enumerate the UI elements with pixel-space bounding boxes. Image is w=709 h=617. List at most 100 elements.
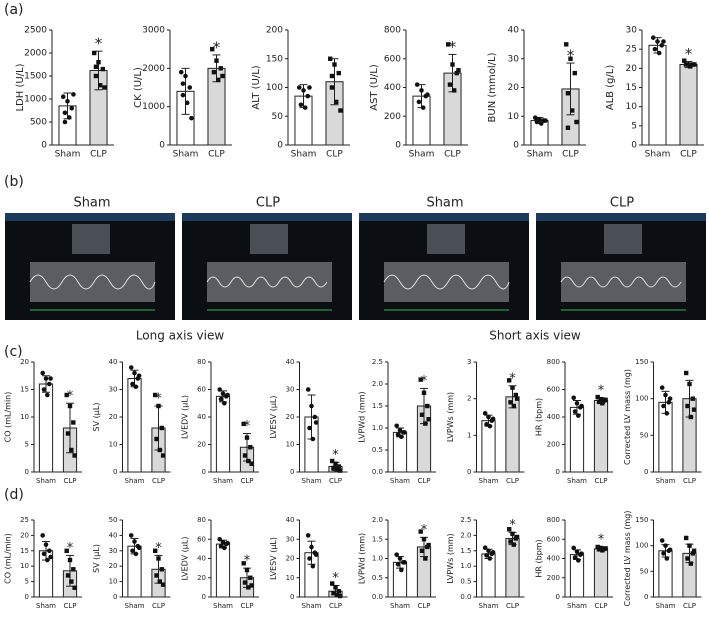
data-point [336,589,341,594]
y-axis-label: LVPWs (mm) [446,392,455,442]
x-tick-label: Sham [125,477,145,485]
data-point [160,453,166,458]
y-tick-label: 10 [286,441,295,449]
bar-chart: BUN (mmol/L) 0 10 20 30 40 Sham * CLP [487,26,586,160]
x-tick-label: CLP [417,477,430,485]
data-point [217,387,222,392]
data-point [210,46,215,52]
data-point [576,413,581,418]
y-tick-label: 50 [640,567,649,575]
data-point [423,421,428,426]
data-point [511,403,517,409]
data-point [667,547,673,553]
data-point [211,69,217,75]
data-point [490,416,496,422]
data-point [420,105,426,110]
y-tick-label: 100 [635,542,648,550]
echo-panels: Sham CLP Sham CLP [5,196,706,343]
y-tick-label: 5 [631,121,637,131]
data-point [482,545,488,551]
data-point [64,392,69,398]
data-point [329,73,335,79]
y-tick-label: 0.0 [372,468,383,476]
y-axis-label: LDH (U/L) [15,63,26,111]
data-point [337,468,343,473]
data-point [218,396,224,402]
data-point [511,542,517,547]
data-point [596,547,602,552]
y-tick-label: 600 [547,386,560,394]
y-tick-label: 0 [113,593,117,601]
bar [648,44,667,146]
y-tick-label: 3000 [142,26,165,36]
y-tick-label: 20 [197,441,206,449]
significance-marker: * [332,448,339,463]
data-point [154,573,159,578]
y-tick-label: 20 [286,555,295,563]
data-point [64,548,69,553]
data-point [659,43,665,48]
y-tick-label: 60 [197,386,206,394]
bar [38,383,54,473]
bar-chart: LVEDV (μL) 0 20 40 60 80 Sham * CLP [181,358,259,485]
panel-label: (c) [4,344,23,360]
data-point [330,458,335,464]
data-point [395,432,401,437]
y-tick-label: 80 [197,516,206,524]
data-point [305,387,311,392]
data-point [301,88,306,93]
x-tick-label: Sham [302,602,322,610]
data-point [397,427,403,433]
data-point [419,88,424,93]
x-tick-label: CLP [444,150,461,160]
data-point [650,35,656,40]
data-point [394,423,400,429]
data-point [128,365,134,370]
y-tick-label: 20 [20,358,29,366]
x-tick-label: CLP [594,477,607,485]
data-point [178,69,184,75]
data-point [688,414,694,420]
y-tick-label: 600 [547,535,560,543]
data-point [305,93,311,99]
data-point [688,561,694,566]
data-point [222,400,227,406]
y-tick-label: 200 [266,26,283,36]
data-point [156,403,161,409]
data-point [687,543,692,548]
data-point [426,417,431,422]
y-tick-label: 0 [644,593,648,601]
data-point [296,85,302,90]
panel-label: (d) [4,487,24,503]
data-point [486,414,491,420]
y-axis-label: HR (bpm) [535,398,544,436]
data-point [313,552,319,557]
data-point [65,431,71,436]
data-point [568,56,573,61]
y-tick-label: 400 [547,413,560,421]
bar [215,543,231,598]
x-tick-label: Sham [479,602,499,610]
y-tick-label: 100 [266,83,283,93]
x-tick-label: Sham [390,477,410,485]
y-tick-label: 0 [395,141,401,151]
y-tick-label: 25 [20,516,29,524]
data-point [336,70,341,76]
data-point [40,533,45,538]
data-point [659,538,665,543]
y-tick-label: 1.5 [460,547,471,555]
data-point [655,39,660,44]
data-point [425,92,430,97]
y-tick-label: 30 [109,547,118,555]
x-tick-label: CLP [240,477,253,485]
x-tick-label: CLP [506,602,519,610]
y-tick-label: 30 [626,26,638,36]
data-point [98,83,103,88]
data-point [507,378,512,383]
y-tick-label: 2500 [24,26,47,36]
x-tick-label: Sham [656,477,676,485]
echo-image [5,213,175,320]
y-axis-label: Corrected LV mass (mg) [623,510,632,606]
data-point [571,545,576,551]
data-point [187,85,193,90]
